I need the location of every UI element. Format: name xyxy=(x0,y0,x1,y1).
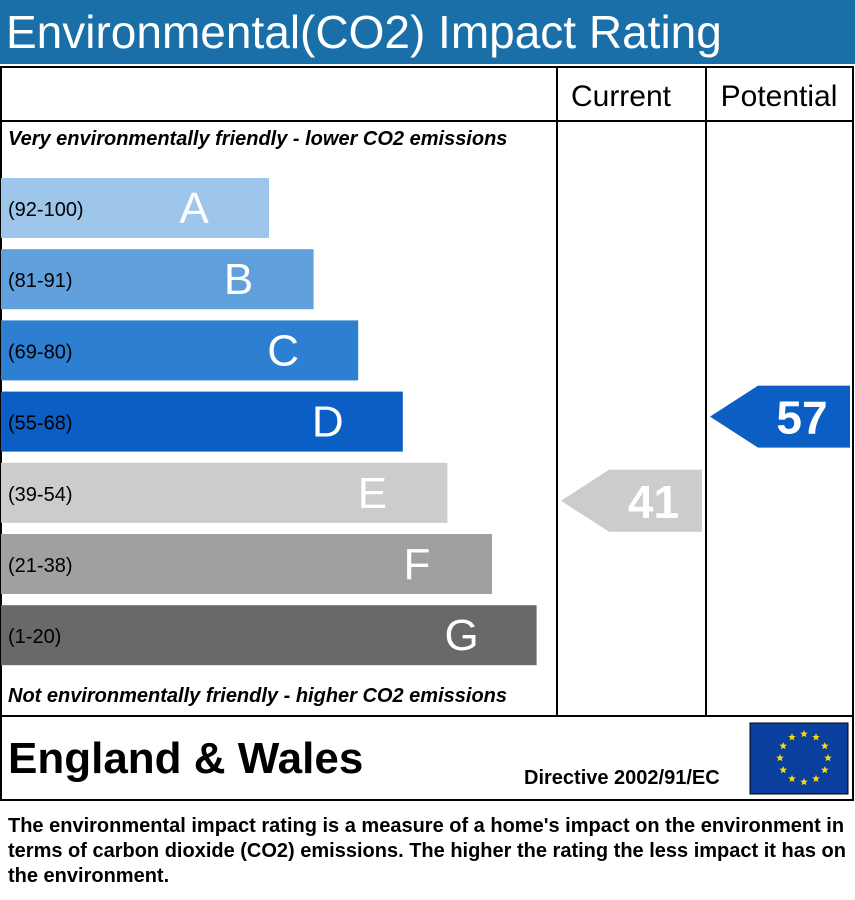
band-bar-b xyxy=(1,249,314,310)
current-rating-arrow: 41 xyxy=(561,469,702,532)
header-bar: Environmental(CO2) Impact Rating xyxy=(0,0,855,64)
eu-star xyxy=(779,742,788,750)
potential-column-header: Potential xyxy=(721,80,838,113)
band-range-g: (1-20) xyxy=(8,626,61,648)
footer-description: The environmental impact rating is a mea… xyxy=(8,815,846,887)
band-a: (92-100) A xyxy=(1,178,269,238)
band-range-f: (21-38) xyxy=(8,555,72,577)
eu-star xyxy=(788,774,796,783)
rating-bands: (92-100) A (81-91) B (69-80) C (55-68) D (39-54)… xyxy=(1,178,537,666)
eu-flag-background xyxy=(749,722,849,795)
eu-flag-stars xyxy=(776,730,832,786)
band-f: (21-38) F xyxy=(1,534,492,594)
current-column-header: Current xyxy=(571,80,672,113)
region-label: England & Wales xyxy=(8,734,363,783)
eu-star xyxy=(812,733,820,741)
band-letter-g: G xyxy=(444,611,478,660)
current-rating-arrow-shape xyxy=(561,469,702,532)
band-bar-a xyxy=(1,178,269,238)
band-range-d: (55-68) xyxy=(8,413,72,435)
band-range-c: (69-80) xyxy=(8,341,72,363)
band-e: (39-54) E xyxy=(1,462,448,523)
eu-star xyxy=(820,742,829,750)
band-range-b: (81-91) xyxy=(8,270,72,292)
band-bar-g xyxy=(1,605,537,666)
eu-star xyxy=(824,754,832,762)
eu-star xyxy=(812,774,820,783)
band-b: (81-91) B xyxy=(1,249,314,310)
band-bar-d xyxy=(1,391,403,452)
chart-frame xyxy=(0,66,854,801)
band-letter-c: C xyxy=(267,326,299,375)
band-range-a: (92-100) xyxy=(8,199,84,221)
band-range-e: (39-54) xyxy=(8,484,72,506)
eu-star xyxy=(779,766,788,774)
directive-label: Directive 2002/91/EC xyxy=(524,767,720,789)
eu-star xyxy=(800,730,808,738)
eu-star xyxy=(776,754,784,762)
band-letter-f: F xyxy=(404,540,431,589)
band-letter-e: E xyxy=(358,469,387,518)
eu-star xyxy=(788,733,796,741)
band-letter-a: A xyxy=(179,184,209,233)
page-title: Environmental(CO2) Impact Rating xyxy=(6,6,722,58)
band-letter-d: D xyxy=(312,398,344,447)
rating-arrows: 41 57 xyxy=(561,385,850,532)
eu-star xyxy=(800,778,808,786)
current-rating-arrow-value: 41 xyxy=(628,476,679,528)
eu-flag xyxy=(749,722,849,795)
top-note: Very environmentally friendly - lower CO… xyxy=(8,128,507,150)
potential-rating-arrow-shape xyxy=(710,385,850,448)
eu-star xyxy=(820,766,829,774)
band-bar-e xyxy=(1,462,448,523)
band-letter-b: B xyxy=(224,255,253,304)
band-d: (55-68) D xyxy=(1,391,403,452)
bottom-note: Not environmentally friendly - higher CO… xyxy=(8,685,507,707)
band-bar-c xyxy=(1,320,359,381)
potential-rating-arrow: 57 xyxy=(710,385,850,448)
band-g: (1-20) G xyxy=(1,605,537,666)
band-c: (69-80) C xyxy=(1,320,359,381)
band-bar-f xyxy=(1,534,492,594)
rating-chart: Current Potential Very environmentally f… xyxy=(0,66,854,801)
potential-rating-arrow-value: 57 xyxy=(776,392,827,444)
